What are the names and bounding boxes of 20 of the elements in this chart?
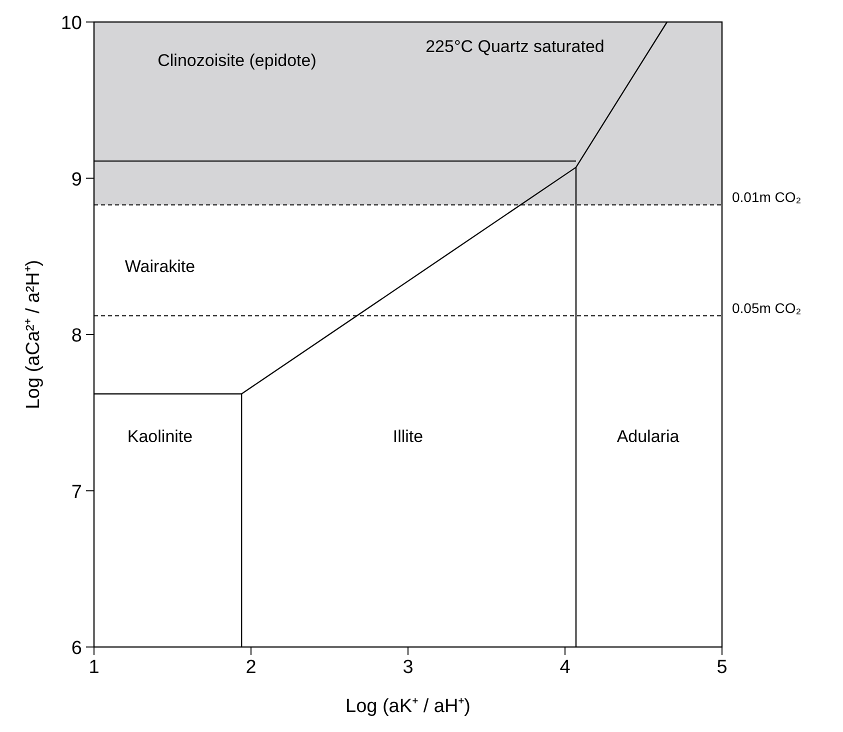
- y-tick-label: 10: [60, 13, 82, 34]
- x-tick-label: 3: [402, 657, 414, 678]
- annotation: Kaolinite: [127, 427, 193, 446]
- x-axis-title: Log (aK⁺ / aH⁺): [346, 696, 470, 717]
- ref-line-label: 0.05m CO₂: [732, 300, 802, 316]
- annotation: Adularia: [616, 427, 680, 446]
- y-tick-label: 9: [71, 169, 82, 190]
- x-tick-label: 2: [246, 657, 256, 678]
- ref-line-label: 0.01m CO₂: [732, 188, 802, 205]
- annotation: 225°C Quartz saturated: [426, 37, 604, 56]
- y-tick-label: 8: [71, 326, 82, 346]
- y-tick-label: 6: [71, 638, 82, 659]
- x-tick-label: 1: [88, 657, 100, 678]
- y-tick-label: 7: [71, 482, 82, 503]
- y-axis-title: Log (aCa²⁺ / a²H⁺): [23, 260, 44, 410]
- annotation: Illite: [392, 427, 424, 446]
- annotation: Clinozoisite (epidote): [158, 51, 316, 70]
- annotation: Wairakite: [124, 257, 196, 276]
- x-tick-label: 4: [560, 657, 571, 678]
- x-tick-label: 5: [716, 657, 728, 678]
